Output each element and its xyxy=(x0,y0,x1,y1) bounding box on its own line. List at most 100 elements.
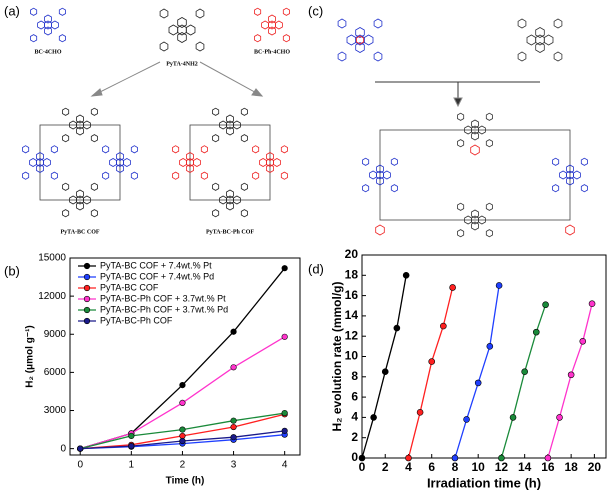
ring xyxy=(44,26,52,36)
ring xyxy=(565,224,575,236)
ring xyxy=(219,195,227,205)
y-tick-label: 20 xyxy=(345,247,359,261)
ring xyxy=(471,119,479,129)
x-axis-label: Time (h) xyxy=(166,476,205,487)
series-line xyxy=(361,275,407,459)
data-point xyxy=(579,337,587,345)
data-point xyxy=(281,427,288,434)
ring xyxy=(212,107,220,116)
ring xyxy=(22,145,30,154)
ring xyxy=(76,201,84,211)
ring xyxy=(219,120,227,130)
ring xyxy=(363,34,374,46)
x-tick-label: 10 xyxy=(472,460,486,474)
x-tick-label: 20 xyxy=(588,460,602,474)
structures xyxy=(22,7,588,238)
ring xyxy=(50,171,58,180)
ring xyxy=(58,34,66,43)
ring xyxy=(130,171,138,180)
legend-label: PyTA-BC-Ph COF + 3.7wt.% Pd xyxy=(100,304,228,314)
x-tick-label: 0 xyxy=(77,460,83,471)
ring xyxy=(280,171,288,180)
plot-frame xyxy=(69,257,301,456)
ring xyxy=(553,51,563,62)
data-point xyxy=(532,328,540,336)
ring xyxy=(37,20,45,30)
y-axis-label: H₂ evolution rate (mmol/g) xyxy=(330,281,344,431)
ring xyxy=(478,215,486,225)
data-point xyxy=(179,426,186,433)
ring xyxy=(580,184,588,193)
ring xyxy=(535,27,545,38)
ring xyxy=(29,158,37,167)
y-tick-label: 12 xyxy=(345,328,359,342)
data-point xyxy=(556,414,563,421)
ring xyxy=(109,158,117,167)
ring xyxy=(552,157,560,166)
panel-label: (d) xyxy=(308,261,324,276)
ring xyxy=(226,126,234,136)
ring xyxy=(282,7,290,16)
legend-marker xyxy=(83,273,91,281)
data-point xyxy=(393,324,401,332)
ring xyxy=(69,195,77,205)
data-point xyxy=(179,399,186,406)
ring xyxy=(200,145,208,154)
ring xyxy=(261,20,269,30)
legend-marker xyxy=(83,306,91,314)
ring xyxy=(355,27,365,38)
ring xyxy=(172,171,180,180)
x-tick-label: 4 xyxy=(282,460,288,471)
y-tick-label: 14 xyxy=(345,308,359,322)
ring xyxy=(282,34,290,43)
ring xyxy=(116,152,124,161)
ring xyxy=(83,120,91,130)
framework-link xyxy=(39,124,121,201)
ring xyxy=(62,209,70,218)
ring xyxy=(76,126,84,136)
x-tick-label: 1 xyxy=(129,460,135,471)
ring xyxy=(254,7,262,16)
data-point xyxy=(542,301,549,309)
ring xyxy=(535,34,545,46)
ring xyxy=(44,14,52,24)
y-tick-label: 18 xyxy=(345,267,359,281)
ring xyxy=(553,18,563,29)
ring xyxy=(212,134,220,143)
data-point xyxy=(281,333,288,340)
panel-label: (a) xyxy=(4,3,20,18)
legend-marker xyxy=(83,262,91,270)
legend-marker xyxy=(83,317,91,325)
legend-label: PyTA-BC COF xyxy=(100,282,159,292)
ring xyxy=(90,134,98,143)
ring xyxy=(566,164,574,174)
y-tick-label: 0 xyxy=(351,450,358,464)
ring xyxy=(273,158,281,167)
y-tick-label: 4 xyxy=(351,410,358,424)
ring xyxy=(30,34,38,43)
data-point xyxy=(358,454,366,462)
ring xyxy=(62,107,70,116)
x-tick-label: 18 xyxy=(564,460,578,474)
ring xyxy=(177,24,187,36)
y-tick-label: 9000 xyxy=(44,329,67,340)
ring xyxy=(362,157,370,166)
ring xyxy=(240,209,248,218)
data-point xyxy=(230,364,237,371)
ring xyxy=(373,51,383,62)
ring xyxy=(212,209,220,218)
ring xyxy=(76,189,84,199)
ring xyxy=(376,164,384,174)
ring xyxy=(90,182,98,191)
data-point xyxy=(474,379,482,387)
ring xyxy=(457,202,465,211)
ring xyxy=(355,34,365,46)
ring xyxy=(200,171,208,180)
legend-label: PyTA-BC COF + 7.4wt.% Pt xyxy=(100,260,212,270)
ring xyxy=(478,125,486,135)
data-point xyxy=(230,434,237,441)
series-line xyxy=(547,303,593,459)
arrows xyxy=(90,61,540,108)
ring xyxy=(470,144,480,156)
ring xyxy=(268,14,276,24)
